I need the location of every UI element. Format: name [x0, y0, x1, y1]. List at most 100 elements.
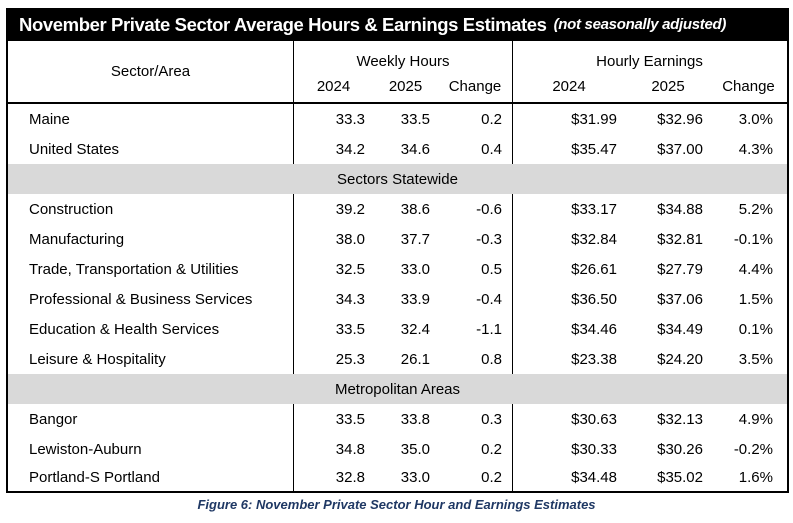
weekly-2025-value: 37.7: [400, 230, 430, 248]
table-row-construction: Construction 39.2 38.6 -0.6 $33.17 $34.8…: [6, 194, 789, 224]
weekly-2025-value: 33.5: [400, 110, 430, 128]
earnings-change-value: -0.2%: [733, 440, 773, 458]
earnings-2025-value: $27.79: [657, 260, 703, 278]
header-group-weekly-hours: Weekly Hours: [293, 41, 512, 71]
weekly-2024-value: 33.5: [293, 314, 373, 344]
header-earnings-2025: 2025: [651, 78, 685, 95]
earnings-change-value: 0.1%: [738, 320, 773, 338]
sector-name: Construction: [29, 200, 114, 218]
earnings-2024-value: $34.48: [512, 464, 625, 491]
earnings-2024-value: $30.63: [512, 404, 625, 434]
sector-name: United States: [29, 140, 120, 158]
weekly-change-value: 0.5: [481, 260, 502, 278]
earnings-2024-value: $32.84: [512, 224, 625, 254]
weekly-change-value: -1.1: [476, 320, 502, 338]
sector-name: Trade, Transportation & Utilities: [29, 260, 239, 278]
table-title-note: (not seasonally adjusted): [553, 16, 727, 33]
earnings-change-value: -0.1%: [733, 230, 773, 248]
section-band-label: Metropolitan Areas: [334, 380, 461, 398]
earnings-2024-value: $36.50: [512, 284, 625, 314]
header-weekly-2025: 2025: [388, 78, 423, 95]
table-row-lewiston-auburn: Lewiston-Auburn 34.8 35.0 0.2 $30.33 $30…: [6, 434, 789, 464]
header-weekly-change: Change: [448, 78, 502, 95]
sector-name: Professional & Business Services: [29, 290, 253, 308]
earnings-2025-value: $24.20: [657, 350, 703, 368]
earnings-2024-value: $35.47: [512, 134, 625, 164]
weekly-2025-value: 35.0: [400, 440, 430, 458]
weekly-2024-value: 33.5: [293, 404, 373, 434]
header-earnings-change: Change: [722, 78, 775, 95]
earnings-2025-value: $32.96: [657, 110, 703, 128]
sector-name: Maine: [29, 110, 70, 128]
sector-name: Education & Health Services: [29, 320, 220, 338]
weekly-2024-value: 34.8: [293, 434, 373, 464]
table-header: Sector/Area Weekly Hours Hourly Earnings…: [6, 41, 789, 104]
table-row-professional-business-services: Professional & Business Services 34.3 33…: [6, 284, 789, 314]
earnings-2025-value: $35.02: [657, 469, 703, 486]
weekly-2024-value: 38.0: [293, 224, 373, 254]
earnings-2025-value: $32.13: [657, 410, 703, 428]
sector-name: Bangor: [29, 410, 78, 428]
weekly-change-value: 0.4: [481, 140, 502, 158]
weekly-2024-value: 32.8: [293, 464, 373, 491]
earnings-change-value: 1.6%: [738, 469, 773, 486]
figure-caption: Figure 6: November Private Sector Hour a…: [197, 497, 596, 512]
sector-name: Lewiston-Auburn: [29, 440, 142, 458]
table-title: November Private Sector Average Hours & …: [19, 13, 547, 35]
earnings-2025-value: $34.49: [657, 320, 703, 338]
weekly-2025-value: 32.4: [400, 320, 430, 338]
earnings-2025-value: $37.06: [657, 290, 703, 308]
weekly-change-value: 0.2: [481, 469, 502, 486]
earnings-2024-value: $34.46: [512, 314, 625, 344]
header-earnings-2024: 2024: [512, 71, 625, 102]
earnings-change-value: 5.2%: [738, 200, 773, 218]
section-band-metropolitan-areas: Metropolitan Areas: [6, 374, 789, 404]
earnings-change-value: 3.5%: [738, 350, 773, 368]
sector-name: Manufacturing: [29, 230, 125, 248]
weekly-2025-value: 33.0: [400, 469, 430, 486]
table-row-portland-s-portland: Portland-S Portland 32.8 33.0 0.2 $34.48…: [6, 464, 789, 493]
earnings-change-value: 4.9%: [738, 410, 773, 428]
weekly-2025-value: 33.9: [400, 290, 430, 308]
weekly-2024-value: 34.3: [293, 284, 373, 314]
weekly-change-value: 0.3: [481, 410, 502, 428]
weekly-2025-value: 33.0: [400, 260, 430, 278]
earnings-change-value: 3.0%: [738, 110, 773, 128]
weekly-2024-value: 33.3: [293, 104, 373, 134]
earnings-2024-value: $33.17: [512, 194, 625, 224]
weekly-2024-value: 32.5: [293, 254, 373, 284]
header-weekly-2024: 2024: [293, 71, 373, 102]
earnings-2025-value: $32.81: [657, 230, 703, 248]
weekly-2024-value: 25.3: [293, 344, 373, 374]
sector-name: Leisure & Hospitality: [29, 350, 166, 368]
table-row-bangor: Bangor 33.5 33.8 0.3 $30.63 $32.13 4.9%: [6, 404, 789, 434]
weekly-2025-value: 38.6: [400, 200, 430, 218]
earnings-2025-value: $30.26: [657, 440, 703, 458]
table-row-manufacturing: Manufacturing 38.0 37.7 -0.3 $32.84 $32.…: [6, 224, 789, 254]
weekly-change-value: 0.2: [481, 110, 502, 128]
header-sector-area: Sector/Area: [110, 63, 191, 80]
table-row-trade-transportation-utilities: Trade, Transportation & Utilities 32.5 3…: [6, 254, 789, 284]
earnings-change-value: 4.4%: [738, 260, 773, 278]
weekly-2024-value: 39.2: [293, 194, 373, 224]
section-band-label: Sectors Statewide: [337, 170, 458, 188]
weekly-change-value: 0.2: [481, 440, 502, 458]
earnings-2025-value: $37.00: [657, 140, 703, 158]
hours-earnings-table: November Private Sector Average Hours & …: [6, 8, 789, 493]
earnings-2024-value: $26.61: [512, 254, 625, 284]
sector-name: Portland-S Portland: [29, 469, 160, 486]
weekly-2025-value: 33.8: [400, 410, 430, 428]
weekly-change-value: -0.4: [476, 290, 502, 308]
table-row-leisure-hospitality: Leisure & Hospitality 25.3 26.1 0.8 $23.…: [6, 344, 789, 374]
earnings-2024-value: $31.99: [512, 104, 625, 134]
section-band-sectors-statewide: Sectors Statewide: [6, 164, 789, 194]
weekly-change-value: -0.3: [476, 230, 502, 248]
weekly-2025-value: 26.1: [400, 350, 430, 368]
earnings-2024-value: $30.33: [512, 434, 625, 464]
table-title-bar: November Private Sector Average Hours & …: [6, 8, 789, 41]
weekly-2025-value: 34.6: [400, 140, 430, 158]
weekly-2024-value: 34.2: [293, 134, 373, 164]
earnings-change-value: 4.3%: [738, 140, 773, 158]
table-row-education-health-services: Education & Health Services 33.5 32.4 -1…: [6, 314, 789, 344]
